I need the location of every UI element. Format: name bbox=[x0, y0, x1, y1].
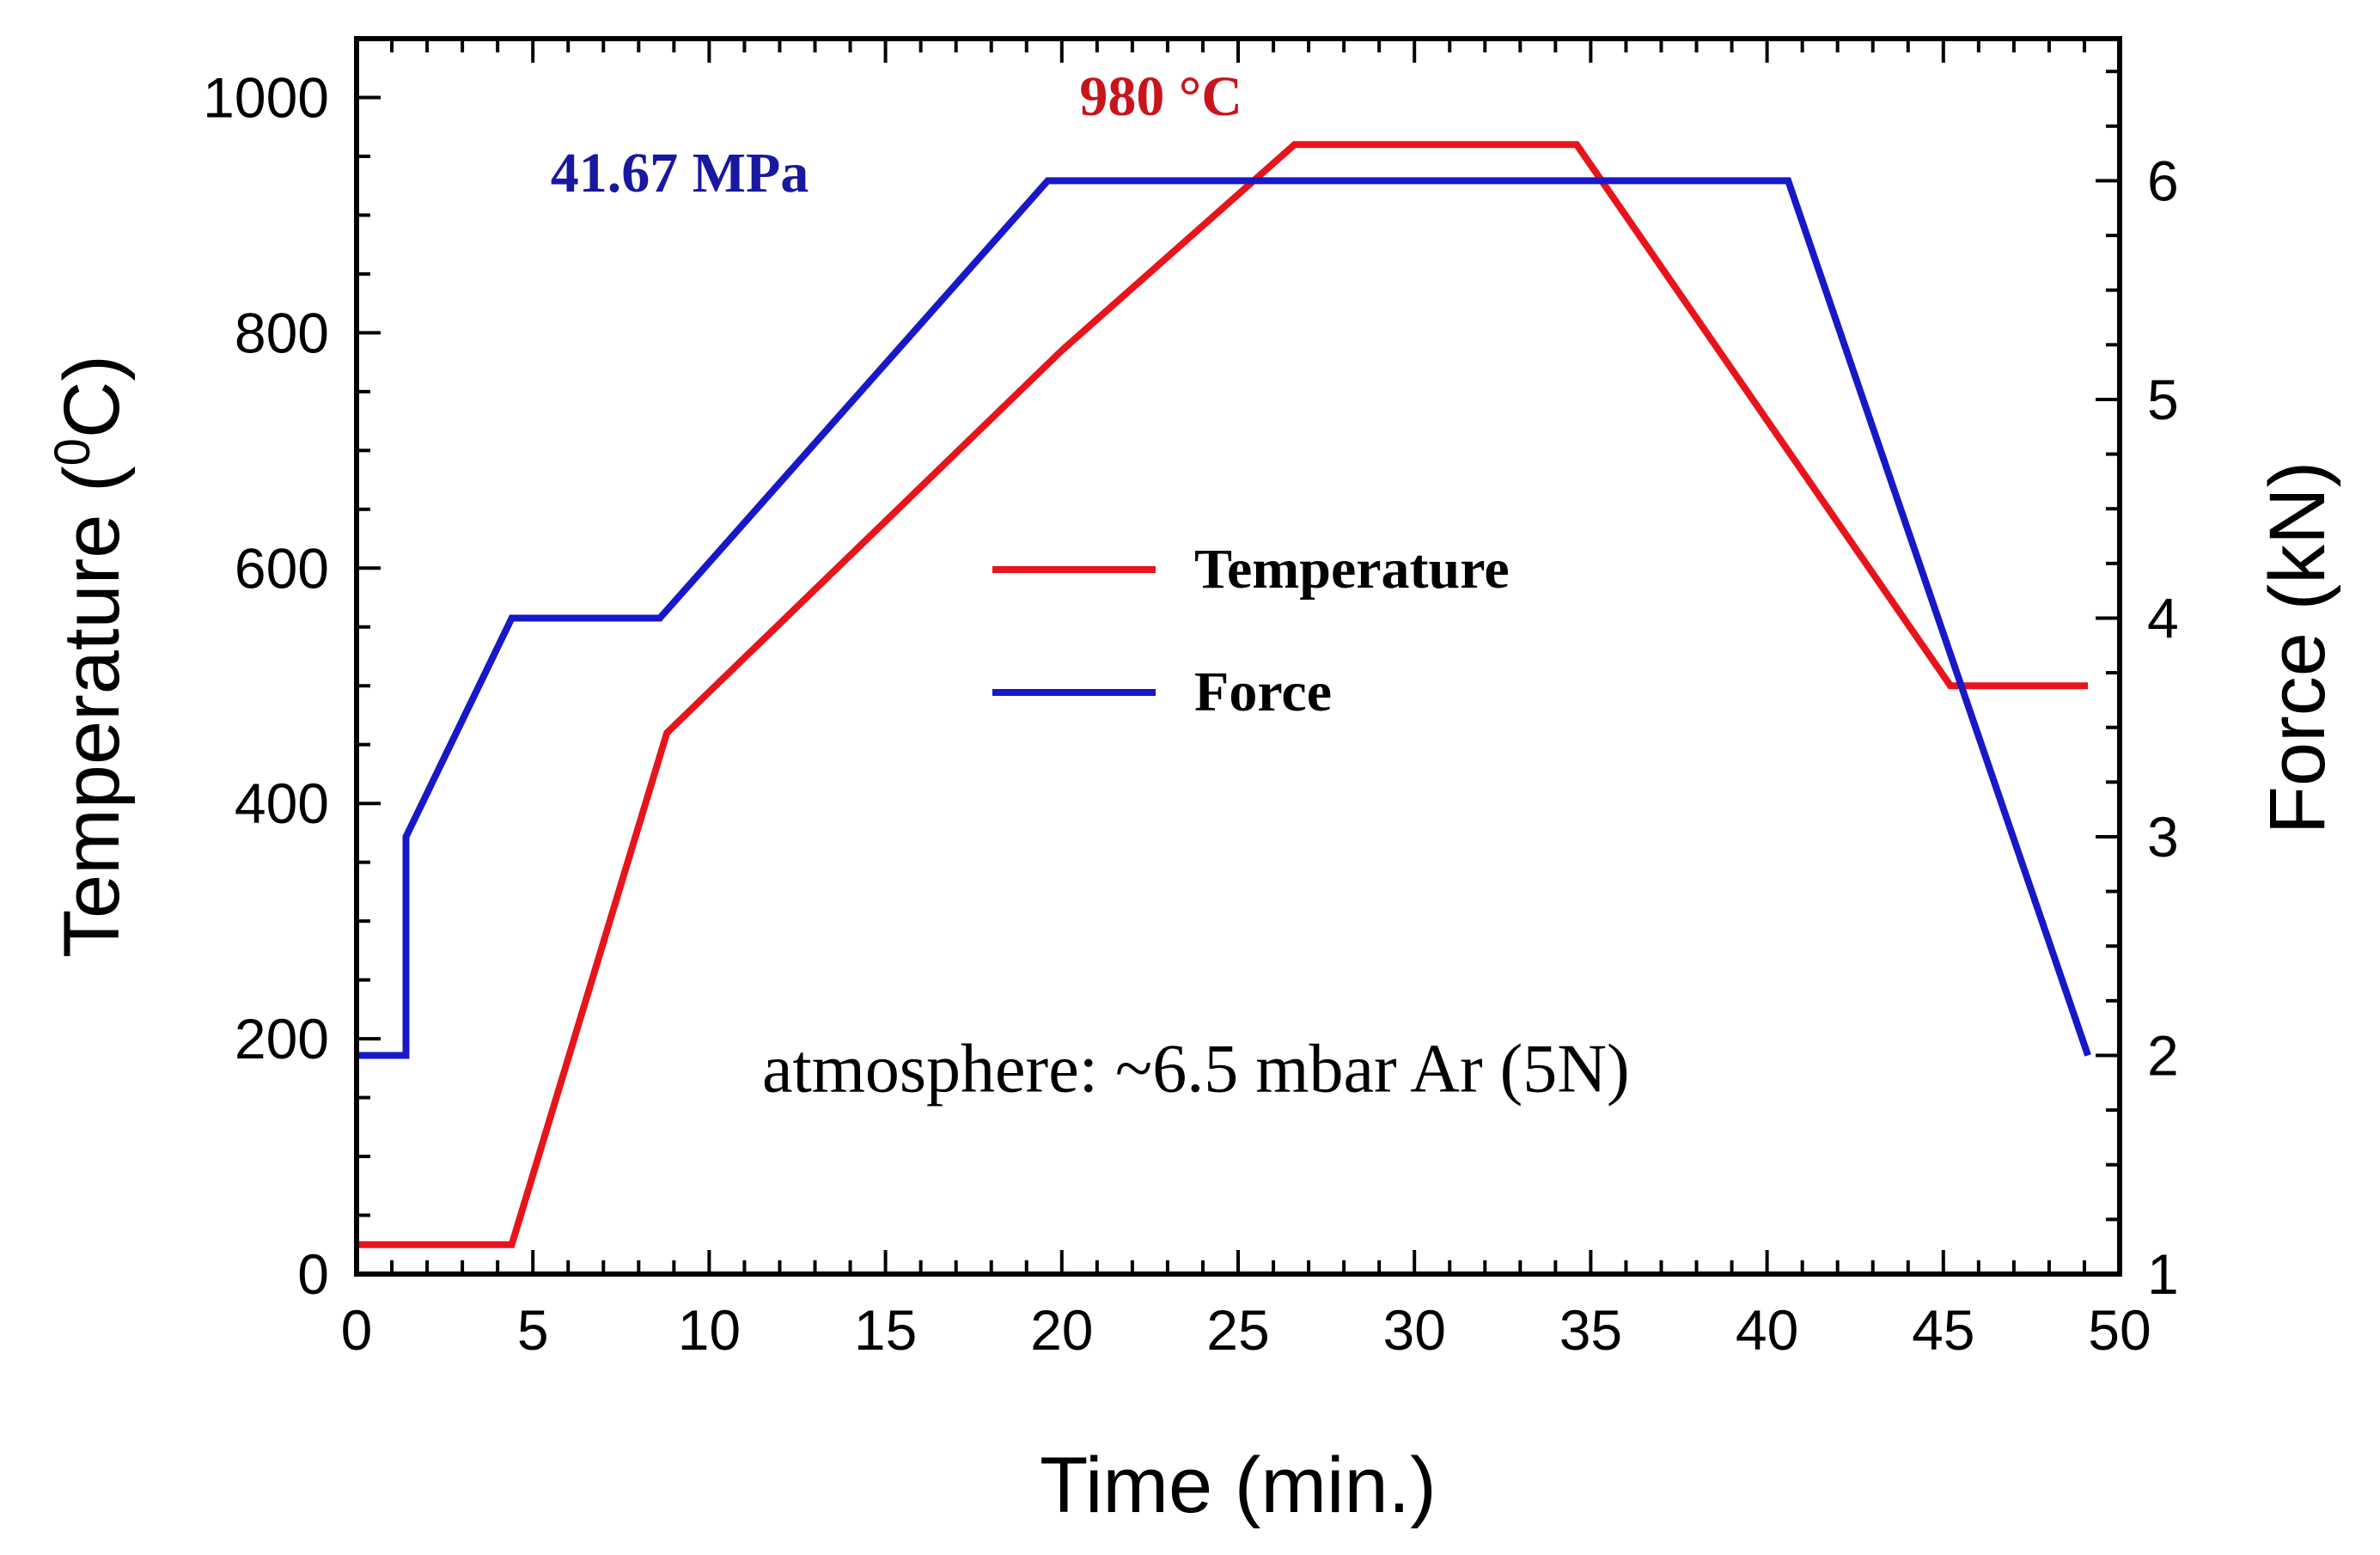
x-tick-label: 30 bbox=[1382, 1298, 1445, 1362]
y-right-tick-label: 5 bbox=[2147, 368, 2179, 431]
x-tick-label: 25 bbox=[1206, 1298, 1269, 1362]
annotation-peak-temperature: 980 °C bbox=[1079, 65, 1242, 128]
x-tick-label: 35 bbox=[1559, 1298, 1622, 1362]
x-tick-label: 15 bbox=[854, 1298, 917, 1362]
x-tick-label: 45 bbox=[1912, 1298, 1974, 1362]
legend-label-temperature: Temperature bbox=[1194, 538, 1510, 601]
series-line-temperature bbox=[357, 141, 2089, 1248]
x-tick-label: 5 bbox=[517, 1298, 549, 1362]
x-tick-label: 50 bbox=[2088, 1298, 2151, 1362]
y-left-title-unit: C) bbox=[48, 355, 136, 438]
y-left-tick-label: 200 bbox=[235, 1007, 329, 1070]
y-left-tick-label: 400 bbox=[235, 771, 329, 835]
y-right-tick-label: 2 bbox=[2147, 1023, 2179, 1087]
tick-labels: 0 5 10 15 20 25 30 35 40 45 5002004006008001000123… bbox=[203, 65, 2179, 1362]
annotation-atmosphere: atmosphere: ~6.5 mbar Ar (5N) bbox=[762, 1032, 1630, 1107]
y-right-tick-label: 6 bbox=[2147, 149, 2179, 212]
annotation-pressure: 41.67 MPa bbox=[551, 142, 809, 204]
y-left-tick-label: 0 bbox=[297, 1242, 329, 1306]
y-right-tick-label: 4 bbox=[2147, 586, 2179, 649]
x-axis-title: Time (min.) bbox=[1040, 1442, 1437, 1529]
y-right-axis-title: Force (kN) bbox=[2254, 461, 2341, 834]
x-tick-label: 10 bbox=[678, 1298, 741, 1362]
legend-label-force: Force bbox=[1194, 661, 1332, 723]
y-left-title-main: Temperature ( bbox=[48, 466, 136, 958]
plot-frame bbox=[354, 36, 2122, 1277]
y-left-title-superscript: 0 bbox=[45, 438, 101, 466]
y-right-tick-label: 3 bbox=[2147, 805, 2179, 869]
x-tick-label: 0 bbox=[341, 1298, 373, 1362]
series-lines bbox=[357, 141, 2091, 1248]
x-tick-label: 20 bbox=[1030, 1298, 1093, 1362]
y-left-tick-label: 600 bbox=[235, 536, 329, 600]
legend: Temperature Force bbox=[992, 538, 1510, 723]
x-tick-label: 40 bbox=[1736, 1298, 1798, 1362]
y-left-tick-label: 800 bbox=[235, 301, 329, 364]
y-right-tick-label: 1 bbox=[2147, 1242, 2179, 1306]
series-line-force bbox=[357, 177, 2091, 1059]
y-left-tick-label: 1000 bbox=[203, 65, 329, 129]
y-left-axis-title: Temperature (0C) bbox=[45, 355, 136, 958]
